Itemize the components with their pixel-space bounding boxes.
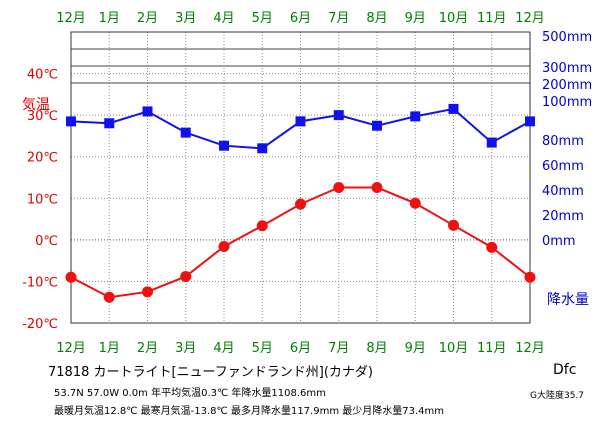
temperature-axis-title: 気温 xyxy=(22,97,50,113)
plot-border xyxy=(70,31,531,324)
precipitation-axis-title: 降水量 xyxy=(547,292,589,308)
precipitation-point xyxy=(333,110,344,121)
month-label-top: 4月 xyxy=(213,11,234,26)
precipitation-tick-label: 40mm xyxy=(542,184,584,199)
temperature-point xyxy=(65,271,77,283)
precipitation-tick-label: 20mm xyxy=(542,209,584,224)
temperature-point xyxy=(180,270,192,282)
month-label-bottom: 4月 xyxy=(213,341,234,356)
top-month-labels: 12月 1月 2月 3月 4月 5月 6月 7月 8月 9月 10月 11月 12月 xyxy=(56,11,545,26)
precipitation-point xyxy=(448,103,459,114)
month-label-bottom: 12月 xyxy=(56,341,86,356)
temperature-point xyxy=(524,271,536,283)
month-label-top: 8月 xyxy=(366,11,387,26)
temperature-point xyxy=(448,219,459,231)
station-details-line-1: 53.7N 57.0W 0.0m 年平均気温0.3℃ 年降水量1108.6mm xyxy=(54,388,326,399)
month-label-top: 12月 xyxy=(515,11,545,26)
precipitation-axis-ticks: 500mm 300mm 200mm 100mm 80mm 60mm 40mm 20mm 0mm xyxy=(542,30,592,249)
month-label-top: 11月 xyxy=(477,11,507,26)
temperature-axis-ticks: 40℃ 30℃ 20℃ 10℃ 0℃ -10℃ -20℃ xyxy=(22,68,58,332)
precipitation-point xyxy=(295,116,306,127)
temperature-point xyxy=(333,181,345,193)
month-label-top: 2月 xyxy=(137,11,158,26)
month-label-bottom: 7月 xyxy=(328,341,349,356)
month-label-bottom: 9月 xyxy=(405,341,426,356)
precipitation-point xyxy=(219,140,229,151)
precipitation-point xyxy=(104,118,115,129)
month-label-bottom: 6月 xyxy=(290,341,311,356)
month-label-top: 9月 xyxy=(405,11,426,26)
temperature-point xyxy=(371,181,383,193)
temperature-point xyxy=(486,241,498,253)
precipitation-tick-label: 200mm xyxy=(542,78,592,93)
month-label-bottom: 1月 xyxy=(99,341,120,356)
month-label-bottom: 5月 xyxy=(252,341,273,356)
precipitation-point xyxy=(66,116,76,127)
month-label-top: 7月 xyxy=(328,11,349,26)
temperature-tick-label: -20℃ xyxy=(22,317,58,332)
month-label-bottom: 11月 xyxy=(477,341,507,356)
bottom-month-labels: 12月 1月 2月 3月 4月 5月 6月 7月 8月 9月 10月 11月 12月 xyxy=(56,341,545,356)
temperature-tick-label: 40℃ xyxy=(27,68,58,83)
month-label-top: 3月 xyxy=(175,11,196,26)
precipitation-point xyxy=(410,111,421,122)
temperature-series xyxy=(65,181,536,303)
precipitation-tick-label: 0mm xyxy=(542,234,576,249)
precipitation-tick-label: 100mm xyxy=(542,95,592,110)
chart-grid xyxy=(71,32,530,323)
precipitation-point xyxy=(372,120,382,131)
month-label-bottom: 3月 xyxy=(175,341,196,356)
month-label-top: 5月 xyxy=(252,11,273,26)
temperature-tick-label: -10℃ xyxy=(22,275,58,290)
precipitation-point xyxy=(486,137,497,148)
month-label-bottom: 8月 xyxy=(366,341,387,356)
precipitation-tick-label: 300mm xyxy=(542,61,592,76)
temperature-tick-label: 20℃ xyxy=(27,151,58,166)
precipitation-point xyxy=(180,127,191,138)
precipitation-point xyxy=(257,143,268,154)
temperature-point xyxy=(103,291,115,303)
temperature-point xyxy=(218,241,230,253)
month-label-bottom: 10月 xyxy=(439,341,469,356)
month-label-top: 10月 xyxy=(439,11,469,26)
temperature-point xyxy=(256,220,268,232)
temperature-point xyxy=(142,286,153,298)
temperature-tick-label: 10℃ xyxy=(27,192,58,207)
precipitation-series xyxy=(66,103,535,154)
precipitation-tick-label: 60mm xyxy=(542,159,584,174)
month-label-top: 1月 xyxy=(99,11,120,26)
continentality-index: G大陸度35.7 xyxy=(530,391,585,401)
plot-frame xyxy=(70,31,531,324)
month-label-top: 12月 xyxy=(56,11,86,26)
precipitation-point xyxy=(525,116,535,127)
month-label-bottom: 12月 xyxy=(515,341,545,356)
temperature-tick-label: 30℃ xyxy=(27,109,58,124)
station-title: 71818 カートライト[ニューファンドランド州](カナダ) xyxy=(48,365,373,380)
temperature-tick-label: 0℃ xyxy=(35,234,58,249)
temperature-point xyxy=(409,197,421,209)
month-label-top: 6月 xyxy=(290,11,311,26)
precipitation-tick-label: 500mm xyxy=(542,30,592,45)
station-details-line-2: 最暖月気温12.8℃ 最寒月気温-13.8℃ 最多月降水量117.9mm 最少月… xyxy=(54,406,444,417)
month-label-bottom: 2月 xyxy=(137,341,158,356)
climate-classification: Dfc xyxy=(553,362,577,378)
precipitation-point xyxy=(142,106,153,117)
precipitation-tick-label: 80mm xyxy=(542,134,584,149)
temperature-point xyxy=(295,198,306,210)
